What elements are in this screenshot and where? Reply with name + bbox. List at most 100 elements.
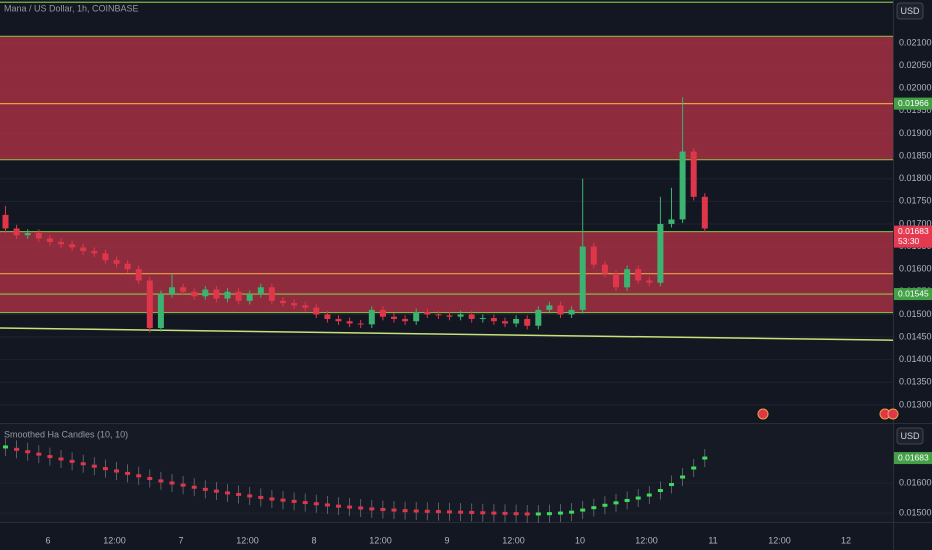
candle-body [157, 294, 164, 328]
ha-candle [3, 445, 8, 449]
ha-candle [646, 493, 652, 497]
ha-candle [358, 506, 364, 510]
y-tick-label: 0.01900 [899, 128, 932, 138]
ha-candle [580, 508, 586, 512]
ha-candle [158, 479, 164, 483]
currency-label[interactable]: USD [900, 6, 920, 16]
x-tick-label: 12:00 [236, 535, 259, 545]
ha-candle [491, 511, 497, 515]
candle-body [180, 287, 187, 292]
candle-body [690, 151, 697, 197]
ha-candle [147, 477, 153, 481]
ha-candle [435, 510, 441, 514]
ha-candle [191, 485, 197, 489]
candle-body [468, 314, 475, 319]
x-tick-label: 12:00 [502, 535, 525, 545]
ha-candle [480, 511, 486, 515]
candle-body [535, 309, 542, 326]
ha-candle [513, 512, 519, 516]
ha-candle [657, 489, 663, 493]
ha-candle [280, 498, 286, 502]
x-tick-label: 7 [178, 535, 183, 545]
price-badge-label: 0.01683 [898, 452, 929, 462]
candle-body [291, 303, 298, 306]
ha-candle [80, 462, 86, 466]
candle-body [490, 318, 497, 322]
y-tick-label: 0.01400 [899, 354, 932, 364]
candle-body [124, 263, 131, 270]
y-tick-label: 0.01600 [899, 264, 932, 274]
y-tick-label: 0.01450 [899, 331, 932, 341]
y-tick-label: 0.01350 [899, 377, 932, 387]
candle-body [624, 269, 631, 288]
ha-candle [125, 471, 131, 475]
candle-body [502, 321, 508, 324]
x-tick-label: 12:00 [768, 535, 791, 545]
ha-candle [424, 509, 430, 513]
price-badge [894, 288, 932, 301]
candle-body [413, 312, 420, 322]
x-tick-label: 11 [708, 535, 717, 545]
ha-candle [413, 509, 419, 513]
price-badge-label: 0.01545 [898, 288, 929, 298]
indicator-title: Smoothed Ha Candles (10, 10) [4, 429, 128, 439]
price-badge [894, 225, 932, 248]
ha-candle [502, 511, 508, 515]
ha-candle [546, 512, 552, 516]
price-badge [894, 97, 932, 110]
ha-candle [236, 492, 242, 496]
countdown: 53:30 [898, 236, 920, 246]
candle-body [224, 291, 231, 299]
candle-body [280, 300, 286, 304]
price-badge [894, 452, 932, 465]
symbol-title: Mana / US Dollar, 1h, COINBASE [4, 3, 139, 13]
candle-body [257, 287, 264, 295]
zone [0, 36, 893, 160]
ha-candle [225, 491, 230, 495]
candle-body [2, 214, 9, 229]
event-icon[interactable] [757, 408, 769, 420]
candle-body [235, 291, 242, 301]
candle-body [346, 321, 353, 324]
candle-body [524, 318, 531, 326]
ha-candle [669, 483, 674, 487]
candle-body [679, 151, 686, 220]
ha-candle [25, 450, 31, 454]
candle-body [613, 273, 619, 288]
ha-candle [591, 506, 597, 510]
ha-candle [635, 496, 641, 500]
candle-body [46, 238, 53, 243]
candle-body [668, 219, 675, 224]
candle-body [35, 232, 42, 239]
candle-body [635, 269, 642, 281]
y-tick-label: 0.02000 [899, 83, 932, 93]
x-tick-label: 8 [311, 535, 316, 545]
indicator-pane [0, 424, 893, 522]
candle-body [646, 280, 653, 283]
event-icon[interactable] [887, 408, 899, 420]
currency-button[interactable] [896, 2, 924, 20]
ha-candle [569, 510, 575, 514]
ha-candle [136, 474, 142, 478]
y-tick-label: 0.02100 [899, 37, 932, 47]
x-tick-label: 10 [575, 535, 585, 545]
y-tick-label: 0.01750 [899, 196, 932, 206]
ha-candle [680, 475, 686, 479]
price-badge-label: 0.01683 [898, 226, 929, 236]
ha-candle [169, 481, 175, 485]
x-tick-label: 12 [841, 535, 851, 545]
ha-candle [14, 447, 20, 451]
currency-button[interactable] [896, 427, 924, 445]
ha-candle [324, 503, 330, 507]
ha-candle [36, 452, 42, 456]
ha-candle [602, 503, 608, 507]
price-badge-label: 0.01966 [898, 98, 929, 108]
candle-body [191, 291, 198, 297]
ha-candle [347, 505, 353, 509]
ha-candle [458, 510, 464, 514]
candle-body [135, 269, 142, 281]
currency-label[interactable]: USD [900, 431, 920, 441]
candle-body [146, 280, 153, 328]
